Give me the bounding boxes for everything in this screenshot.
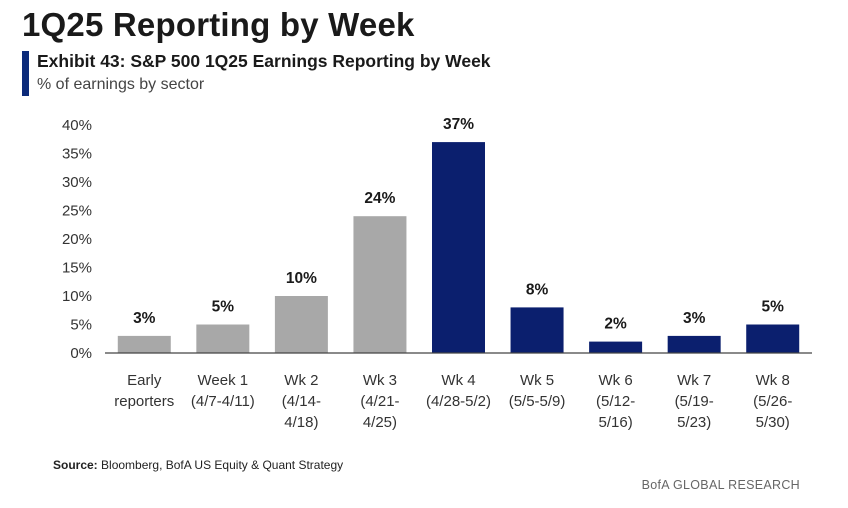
data-label: 8% [526, 281, 549, 298]
x-tick-label: 4/18) [284, 414, 318, 431]
bar [746, 324, 800, 353]
x-tick-label: Wk 8 [756, 372, 790, 389]
x-tick-label: Wk 6 [599, 372, 633, 389]
headline: 1Q25 Reporting by Week [22, 6, 415, 43]
x-tick-label: Wk 7 [677, 372, 711, 389]
x-tick-label: (4/21- [360, 393, 399, 410]
x-tick-label: (4/28-5/2) [426, 393, 491, 410]
source-text: Bloomberg, BofA US Equity & Quant Strate… [101, 458, 344, 472]
x-tick-label: 4/25) [363, 414, 397, 431]
y-tick-label: 5% [70, 317, 92, 334]
y-tick-label: 35% [62, 146, 92, 163]
data-label: 37% [443, 116, 474, 133]
bar [589, 341, 643, 353]
x-tick-label: Week 1 [198, 372, 249, 389]
bar [510, 307, 564, 353]
y-tick-label: 20% [62, 231, 92, 248]
x-tick-label: (4/7-4/11) [191, 393, 255, 410]
x-tick-label: Wk 2 [284, 372, 318, 389]
bar [667, 335, 721, 353]
bar [117, 335, 171, 353]
data-label: 5% [762, 299, 785, 316]
x-tick-label: 5/16) [599, 414, 633, 431]
source-note: Source: Bloomberg, BofA US Equity & Quan… [53, 458, 343, 472]
x-tick-label: reporters [114, 393, 174, 410]
data-label: 5% [212, 299, 235, 316]
bar [274, 296, 328, 353]
y-tick-label: 25% [62, 203, 92, 220]
x-tick-label: (5/19- [675, 393, 714, 410]
bar [353, 216, 407, 353]
exhibit-subtitle: % of earnings by sector [37, 76, 205, 93]
x-tick-label: (5/26- [753, 393, 792, 410]
y-tick-label: 30% [62, 174, 92, 191]
bar [196, 324, 250, 353]
exhibit-title: Exhibit 43: S&P 500 1Q25 Earnings Report… [37, 51, 491, 71]
y-tick-label: 0% [70, 345, 92, 362]
x-tick-label: 5/30) [756, 414, 790, 431]
x-tick-label: Wk 3 [363, 372, 397, 389]
x-tick-label: 5/23) [677, 414, 711, 431]
data-label: 2% [604, 316, 627, 333]
x-tick-label: (5/5-5/9) [509, 393, 566, 410]
bar [432, 142, 485, 353]
x-tick-label: (4/14- [282, 393, 321, 410]
data-label: 10% [286, 270, 317, 287]
x-tick-label: (5/12- [596, 393, 635, 410]
y-tick-label: 10% [62, 288, 92, 305]
x-tick-label: Wk 4 [441, 372, 475, 389]
y-tick-label: 15% [62, 260, 92, 277]
data-label: 3% [133, 310, 156, 327]
exhibit-accent-bar [22, 51, 29, 96]
y-tick-label: 40% [62, 117, 92, 134]
x-tick-label: Early [127, 372, 162, 389]
data-label: 3% [683, 310, 706, 327]
source-label: Source: [53, 458, 98, 472]
brand-mark: BofA GLOBAL RESEARCH [641, 478, 800, 492]
x-tick-label: Wk 5 [520, 372, 554, 389]
data-label: 24% [364, 190, 395, 207]
